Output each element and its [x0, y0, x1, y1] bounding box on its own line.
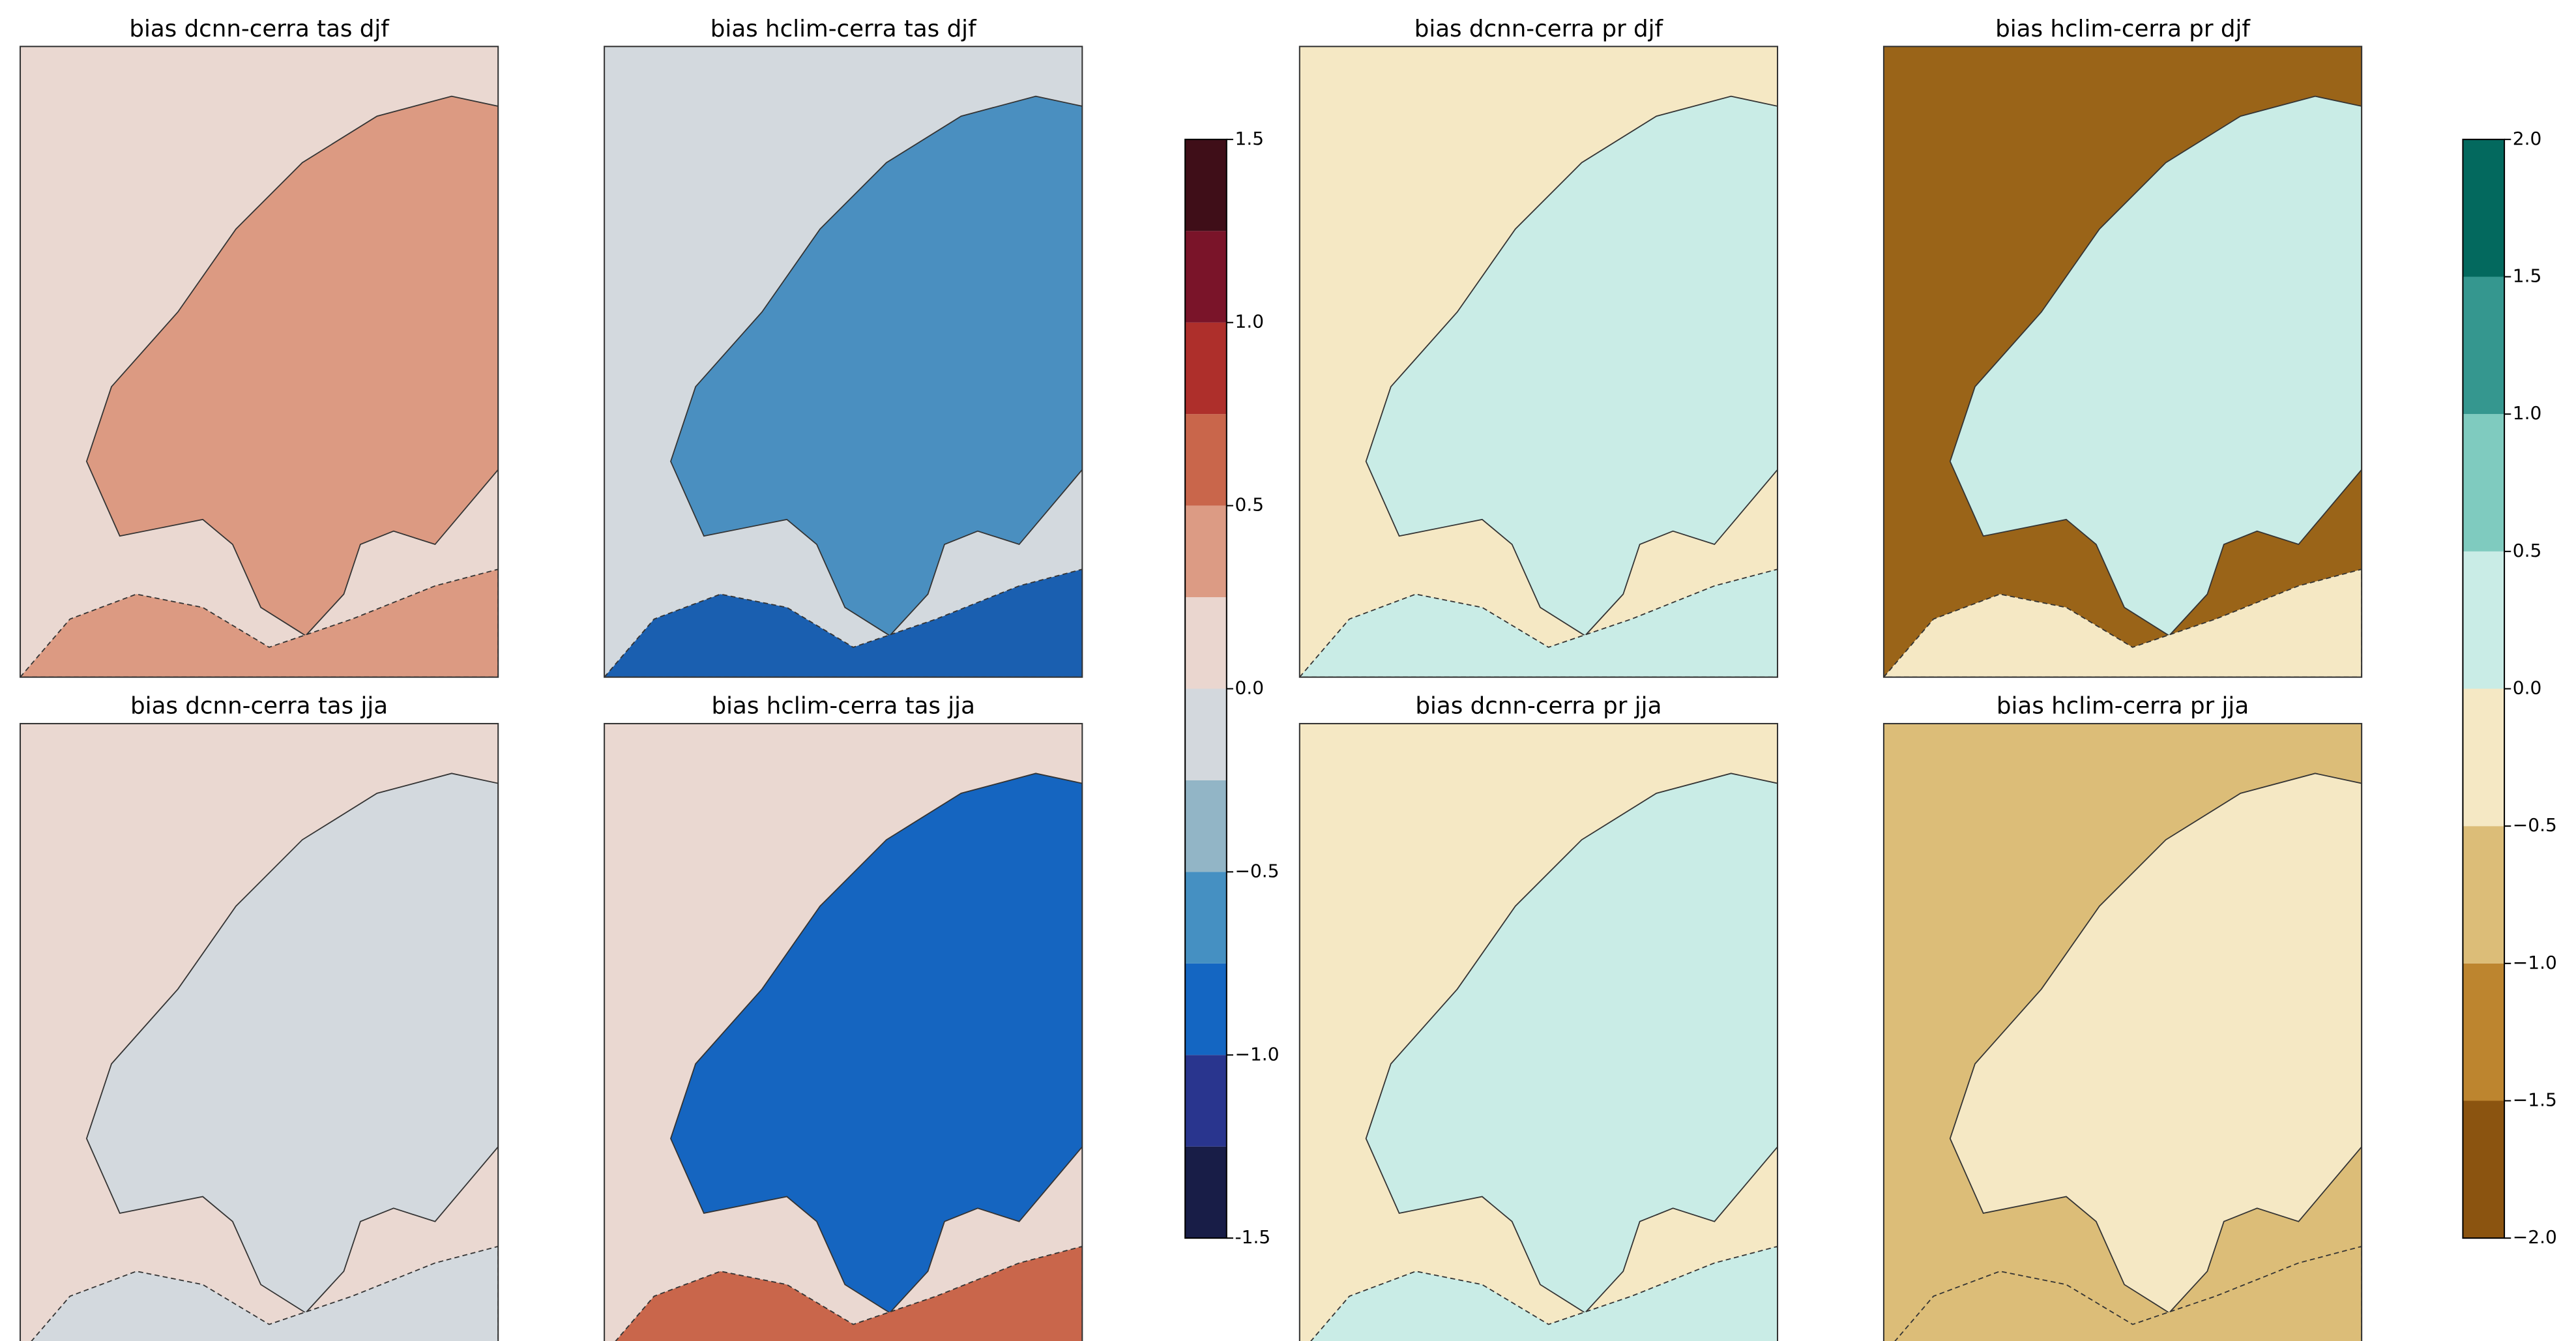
colorbar-segment — [2463, 1100, 2504, 1238]
map-panel — [1300, 724, 1778, 1341]
colorbar-tick-label: 1.5 — [2513, 265, 2542, 287]
panel-title: bias dcnn-cerra pr djf — [1414, 16, 1664, 42]
colorbar-segment — [1185, 597, 1227, 688]
map-panel — [1884, 46, 2362, 677]
colorbar-tick-label: 1.0 — [2513, 402, 2542, 424]
map-panel — [604, 724, 1082, 1341]
colorbar-segment — [2463, 552, 2504, 689]
panel-title: bias dcnn-cerra pr jja — [1415, 693, 1661, 720]
colorbar-tick-label: 2.0 — [2513, 128, 2542, 149]
panel-title: bias dcnn-cerra tas djf — [129, 16, 390, 42]
map-panel — [20, 724, 498, 1341]
colorbar-segment — [1185, 689, 1227, 780]
colorbar-tick-label: 1.0 — [1235, 311, 1265, 332]
colorbar-segment — [1185, 506, 1227, 597]
colorbar-segment — [2463, 964, 2504, 1101]
page: {"panels": [ {"title": "bias dcnn-cerra … — [0, 0, 2576, 1341]
colorbar-tick-label: −2.0 — [2513, 1226, 2557, 1248]
panel-title: bias dcnn-cerra tas jja — [130, 693, 388, 720]
panel-title: bias hclim-cerra pr jja — [1997, 693, 2249, 720]
colorbar-segment — [1185, 1055, 1227, 1146]
colorbar-segment — [1185, 414, 1227, 505]
colorbar-segment — [1185, 231, 1227, 322]
colorbar-segment — [2463, 414, 2504, 552]
map-panel — [1884, 724, 2362, 1341]
colorbar-tick-label: 0.0 — [2513, 677, 2542, 699]
colorbar-tick-label: −0.5 — [2513, 814, 2557, 836]
map-panel — [1300, 46, 1778, 677]
colorbar-tick-label: 0.5 — [2513, 540, 2542, 561]
colorbar-segment — [2463, 277, 2504, 415]
colorbar-segment — [2463, 689, 2504, 827]
colorbar-segment — [1185, 872, 1227, 963]
colorbar-segment — [2463, 826, 2504, 964]
colorbar-tick-label: −1.0 — [1235, 1043, 1280, 1065]
figure: bias dcnn-cerra tas djf bias hclim-cerra … — [0, 0, 2576, 1341]
map-panel — [604, 46, 1082, 677]
colorbar-tick-label: -1.5 — [1235, 1226, 1271, 1248]
panel-title: bias hclim-cerra tas djf — [710, 16, 977, 42]
colorbar-tick-label: 0.5 — [1235, 494, 1265, 516]
colorbar-tick-label: 0.0 — [1235, 677, 1265, 699]
colorbar-segment — [2463, 140, 2504, 277]
colorbar-segment — [1185, 140, 1227, 231]
panel-title: bias hclim-cerra tas jja — [712, 693, 975, 720]
colorbar-tick-label: 1.5 — [1235, 128, 1265, 149]
colorbar-tick-label: −1.0 — [2513, 952, 2557, 973]
colorbar-segment — [1185, 1147, 1227, 1238]
colorbar-segment — [1185, 780, 1227, 872]
panel-title: bias hclim-cerra pr djf — [1995, 16, 2251, 42]
map-panel — [20, 46, 498, 677]
colorbar-segment — [1185, 964, 1227, 1055]
colorbar-tick-label: −1.5 — [2513, 1089, 2557, 1110]
colorbar-tick-label: −0.5 — [1235, 860, 1280, 881]
colorbar-segment — [1185, 323, 1227, 414]
